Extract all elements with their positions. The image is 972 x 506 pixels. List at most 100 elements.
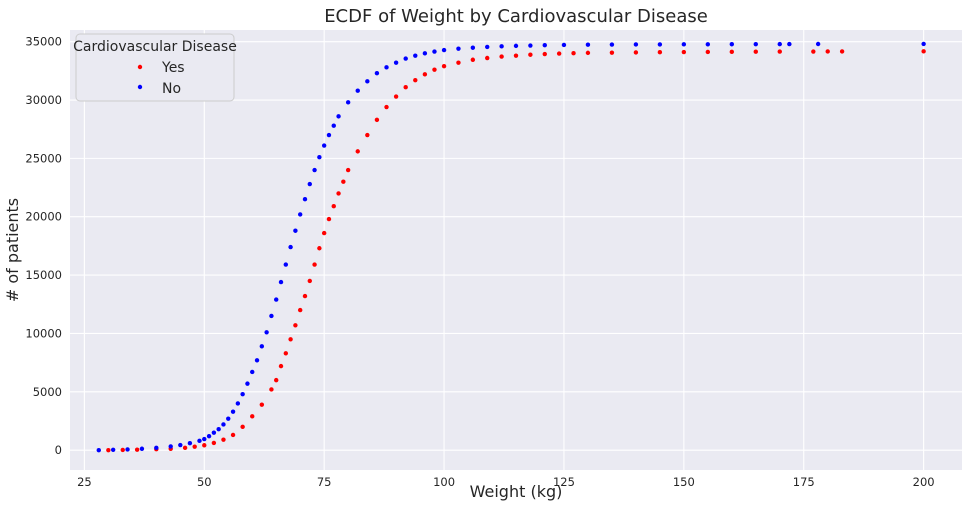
data-point: [221, 437, 226, 442]
data-point: [456, 60, 461, 65]
data-point: [528, 52, 533, 57]
data-point: [422, 72, 428, 77]
x-tick-label: 125: [553, 475, 575, 489]
data-point: [432, 67, 437, 72]
y-tick-label: 20000: [25, 210, 62, 224]
data-point: [681, 42, 687, 47]
y-tick-label: 5000: [33, 385, 62, 399]
data-point: [585, 50, 591, 56]
data-point: [206, 433, 212, 439]
data-point: [777, 41, 782, 47]
data-point: [317, 246, 322, 251]
data-point: [245, 381, 250, 386]
legend-marker-no: [137, 84, 143, 90]
data-point: [470, 45, 476, 50]
x-tick-label: 50: [197, 475, 212, 489]
y-tick-label: 15000: [25, 268, 62, 282]
data-point: [134, 447, 140, 452]
data-point: [403, 84, 408, 90]
y-tick-label: 30000: [25, 93, 62, 107]
legend-label-yes: Yes: [161, 60, 185, 76]
data-point: [307, 278, 312, 284]
data-point: [288, 337, 293, 342]
data-point: [259, 402, 265, 407]
data-point: [705, 42, 711, 47]
data-point: [250, 414, 255, 419]
data-point: [274, 377, 279, 383]
data-point: [168, 444, 173, 449]
data-point: [374, 117, 380, 123]
y-tick-label: 25000: [25, 151, 62, 165]
data-point: [513, 53, 519, 58]
data-point: [302, 197, 308, 202]
data-point: [321, 143, 327, 148]
data-point: [216, 426, 221, 432]
data-point: [528, 43, 533, 48]
data-point: [365, 132, 370, 138]
data-point: [499, 54, 504, 59]
data-point: [326, 132, 332, 138]
data-point: [312, 167, 317, 173]
data-point: [571, 51, 576, 56]
data-point: [609, 42, 615, 47]
data-point: [384, 65, 389, 70]
data-point: [499, 44, 504, 49]
data-point: [729, 49, 735, 55]
data-point: [283, 262, 289, 267]
data-point: [293, 228, 298, 233]
x-tick-label: 150: [673, 475, 695, 489]
data-point: [182, 445, 188, 451]
data-point: [254, 358, 260, 363]
data-point: [154, 445, 159, 451]
data-point: [211, 440, 217, 446]
data-point: [259, 344, 265, 349]
data-point: [250, 369, 255, 375]
data-point: [120, 447, 125, 453]
x-tick-label: 175: [793, 475, 815, 489]
data-point: [561, 42, 567, 48]
data-point: [226, 416, 231, 421]
data-point: [393, 60, 399, 65]
data-point: [355, 88, 360, 93]
x-tick-label: 100: [433, 475, 455, 489]
data-point: [384, 104, 389, 110]
data-point: [556, 51, 562, 56]
data-point: [297, 212, 303, 217]
data-point: [187, 440, 193, 446]
data-point: [240, 424, 245, 430]
data-point: [422, 51, 428, 56]
data-point: [312, 262, 317, 267]
data-point: [753, 41, 758, 47]
data-point: [585, 42, 591, 47]
series-no: [96, 41, 926, 453]
data-point: [633, 50, 639, 55]
data-point: [139, 446, 145, 451]
data-point: [345, 167, 351, 173]
y-axis-title: # of patients: [3, 198, 22, 302]
data-point: [456, 46, 461, 51]
data-point: [110, 447, 116, 453]
data-point: [240, 391, 245, 397]
x-tick-labels: 25 50 75 100 125 150 175 200: [77, 475, 935, 489]
data-point: [269, 387, 274, 392]
data-point: [278, 279, 284, 285]
legend-marker-yes: [137, 64, 143, 70]
data-point: [374, 70, 380, 76]
data-point: [230, 409, 236, 414]
data-point: [921, 49, 926, 54]
data-point: [288, 244, 293, 250]
data-point: [341, 179, 346, 184]
data-point: [485, 44, 490, 50]
data-point: [178, 442, 183, 448]
y-tick-labels: 0 5000 10000 15000 20000 25000 30000 35000: [25, 35, 62, 457]
data-point: [657, 42, 663, 47]
data-point: [274, 297, 279, 302]
data-point: [441, 63, 447, 69]
y-tick-label: 10000: [25, 326, 62, 340]
x-axis-title: Weight (kg): [470, 482, 563, 501]
data-point: [331, 123, 336, 128]
data-point: [825, 49, 830, 54]
data-point: [321, 230, 327, 236]
data-point: [609, 50, 615, 55]
